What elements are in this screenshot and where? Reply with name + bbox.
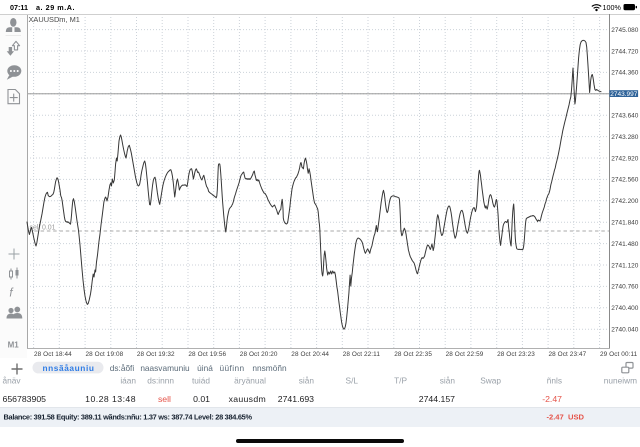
svg-text:tuiád: tuiád [192, 376, 210, 386]
svg-text:XAUUSDm, M1: XAUUSDm, M1 [29, 15, 80, 24]
svg-text:2740.760: 2740.760 [611, 284, 638, 291]
svg-text:ds:innn: ds:innn [147, 376, 174, 386]
svg-text:2742.920: 2742.920 [611, 155, 638, 162]
svg-text:2741.480: 2741.480 [611, 241, 638, 248]
svg-text:Swap: Swap [480, 376, 501, 386]
svg-text:0.01: 0.01 [193, 394, 210, 404]
svg-text:iáan: iáan [120, 376, 136, 386]
svg-text:28 Oct 20:20: 28 Oct 20:20 [240, 351, 278, 358]
svg-text:Balance: 391.58 Equity: 389.11: Balance: 391.58 Equity: 389.11 wãnds:nñu… [4, 412, 253, 421]
svg-text:sell 0.01: sell 0.01 [30, 225, 56, 232]
svg-text:úiná: úiná [197, 363, 213, 373]
svg-text:nuneiwm: nuneiwm [604, 376, 637, 386]
svg-text:2742.200: 2742.200 [611, 198, 638, 205]
svg-text:f: f [9, 288, 14, 300]
svg-text:-2.47 USD: -2.47 USD [546, 413, 584, 422]
svg-text:sell: sell [158, 394, 171, 404]
svg-text:ånäv: ånäv [3, 376, 22, 386]
svg-text:2741.693: 2741.693 [278, 394, 314, 404]
svg-text:2743.640: 2743.640 [611, 113, 638, 120]
svg-text:2743.280: 2743.280 [611, 134, 638, 141]
svg-text:naasvamuniu: naasvamuniu [140, 363, 190, 373]
svg-text:28 Oct 22:35: 28 Oct 22:35 [394, 351, 432, 358]
svg-text:2744.360: 2744.360 [611, 70, 638, 77]
svg-text:ñnls: ñnls [547, 376, 562, 386]
svg-text:äryänual: äryänual [234, 376, 266, 386]
svg-text:28 Oct 20:44: 28 Oct 20:44 [291, 351, 329, 358]
svg-text:nnsmöñn: nnsmöñn [252, 363, 287, 373]
svg-text:28 Oct 19:08: 28 Oct 19:08 [86, 351, 124, 358]
svg-text:07:11: 07:11 [10, 3, 28, 12]
svg-text:100%: 100% [603, 3, 622, 12]
svg-text:10.28 13:48: 10.28 13:48 [85, 394, 136, 404]
svg-text:28 Oct 23:47: 28 Oct 23:47 [549, 351, 587, 358]
svg-text:nnsãåauniu: nnsãåauniu [42, 363, 94, 373]
svg-text:2740.040: 2740.040 [611, 327, 638, 334]
svg-text:2745.080: 2745.080 [611, 27, 638, 34]
svg-text:ds:åõfi: ds:åõfi [110, 363, 135, 373]
svg-text:T/P: T/P [394, 376, 407, 386]
svg-text:S/L: S/L [346, 376, 359, 386]
svg-text:-2.47: -2.47 [542, 394, 562, 404]
svg-text:xauusdm: xauusdm [229, 394, 266, 404]
svg-text:28 Oct 22:59: 28 Oct 22:59 [446, 351, 484, 358]
svg-text:2744.157: 2744.157 [419, 394, 455, 404]
svg-text:üüfinn: üüfinn [219, 363, 244, 373]
svg-text:656783905: 656783905 [3, 394, 47, 404]
svg-text:28 Oct 18:44: 28 Oct 18:44 [34, 351, 72, 358]
svg-text:siån: siån [299, 376, 315, 386]
svg-text:28 Oct 19:32: 28 Oct 19:32 [137, 351, 175, 358]
svg-text:2740.400: 2740.400 [611, 305, 638, 312]
svg-text:2744.720: 2744.720 [611, 48, 638, 55]
svg-text:M1: M1 [8, 341, 20, 350]
svg-text:28 Oct 23:23: 28 Oct 23:23 [497, 351, 535, 358]
svg-text:2743.997: 2743.997 [610, 91, 637, 98]
svg-text:28 Oct 22:11: 28 Oct 22:11 [343, 351, 381, 358]
svg-text:siån: siån [440, 376, 456, 386]
svg-text:2741.840: 2741.840 [611, 220, 638, 227]
svg-text:2742.560: 2742.560 [611, 177, 638, 184]
svg-text:2741.120: 2741.120 [611, 262, 638, 269]
svg-text:29 Oct 00:11: 29 Oct 00:11 [600, 351, 638, 358]
svg-text:a. 29 m.A.: a. 29 m.A. [36, 3, 75, 12]
svg-text:28 Oct 19:56: 28 Oct 19:56 [188, 351, 226, 358]
